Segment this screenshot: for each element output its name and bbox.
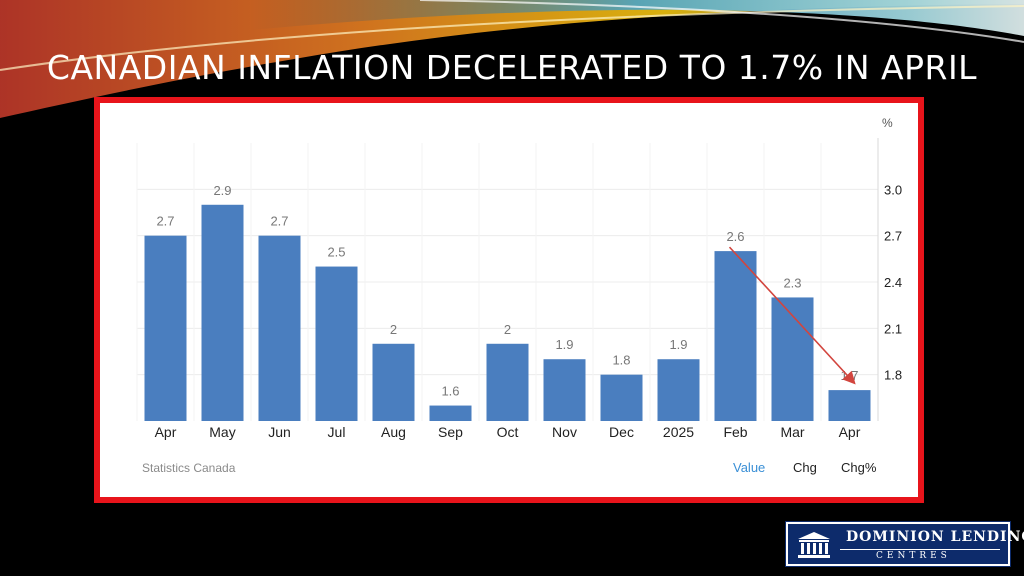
logo-text-top: DOMINION LENDING xyxy=(846,529,1024,545)
data-label: 2 xyxy=(504,322,511,337)
x-tick-label: May xyxy=(209,424,235,440)
x-tick-label: Apr xyxy=(155,424,177,440)
bar-sep-5 xyxy=(429,405,472,421)
y-tick-label: 3.0 xyxy=(884,182,902,197)
chart-source: Statistics Canada xyxy=(142,461,236,475)
bar-chart: 2.7 Apr 2.9 May 2.7 Jun 2.5 Jul 2 Aug 1.6 Sep 2 Oct 1.… xyxy=(136,116,902,440)
bar-jun-2 xyxy=(258,235,301,421)
x-tick-label: Apr xyxy=(839,424,861,440)
bar-feb-10 xyxy=(714,251,757,421)
bar-mar-11 xyxy=(771,297,814,421)
x-tick-label: Mar xyxy=(780,424,804,440)
bar-dec-8 xyxy=(600,374,643,421)
bar-aug-4 xyxy=(372,343,415,421)
building-icon xyxy=(798,532,830,558)
data-label: 1.6 xyxy=(441,384,459,399)
company-logo: DOMINION LENDING CENTRES xyxy=(785,521,1024,567)
y-tick-label: 2.1 xyxy=(884,321,902,336)
bar-apr-12 xyxy=(828,390,871,421)
x-tick-label: Jun xyxy=(268,424,291,440)
bar-apr-0 xyxy=(144,235,187,421)
slide-title: CANADIAN INFLATION DECELERATED TO 1.7% I… xyxy=(46,48,978,87)
data-label: 2.5 xyxy=(327,245,345,260)
y-tick-label: 2.4 xyxy=(884,275,902,290)
tab-chg[interactable]: Chg xyxy=(793,460,817,475)
x-tick-label: Dec xyxy=(609,424,634,440)
x-tick-label: Sep xyxy=(438,424,463,440)
decorative-swoosh xyxy=(0,0,1024,118)
data-label: 2 xyxy=(390,322,397,337)
x-tick-label: 2025 xyxy=(663,424,694,440)
bar-nov-7 xyxy=(543,359,586,421)
data-label: 1.9 xyxy=(669,337,687,352)
data-label: 2.7 xyxy=(270,214,288,229)
tab-value[interactable]: Value xyxy=(733,460,766,475)
tab-chg-percent[interactable]: Chg% xyxy=(841,460,877,475)
x-tick-label: Jul xyxy=(328,424,346,440)
x-tick-label: Aug xyxy=(381,424,406,440)
data-label: 2.7 xyxy=(156,214,174,229)
y-tick-label: 1.8 xyxy=(884,368,902,383)
data-label: 2.9 xyxy=(213,183,231,198)
y-tick-label: 2.7 xyxy=(884,229,902,244)
logo-divider xyxy=(840,549,1000,550)
logo-text-bottom: CENTRES xyxy=(876,551,951,561)
x-tick-label: Oct xyxy=(497,424,519,440)
bar-may-1 xyxy=(201,204,244,421)
data-label: 2.6 xyxy=(726,229,744,244)
x-tick-label: Nov xyxy=(552,424,577,440)
x-tick-label: Feb xyxy=(723,424,747,440)
trend-arrow xyxy=(728,246,856,385)
bar-jul-3 xyxy=(315,266,358,421)
chart-panel: 2.7 Apr 2.9 May 2.7 Jun 2.5 Jul 2 Aug 1.6 Sep 2 Oct 1.… xyxy=(94,97,924,503)
data-label: 1.9 xyxy=(555,337,573,352)
bar-oct-6 xyxy=(486,343,529,421)
y-axis-unit: % xyxy=(882,116,893,130)
bar-2025-9 xyxy=(657,359,700,421)
data-label: 2.3 xyxy=(783,275,801,290)
data-label: 1.8 xyxy=(612,353,630,368)
